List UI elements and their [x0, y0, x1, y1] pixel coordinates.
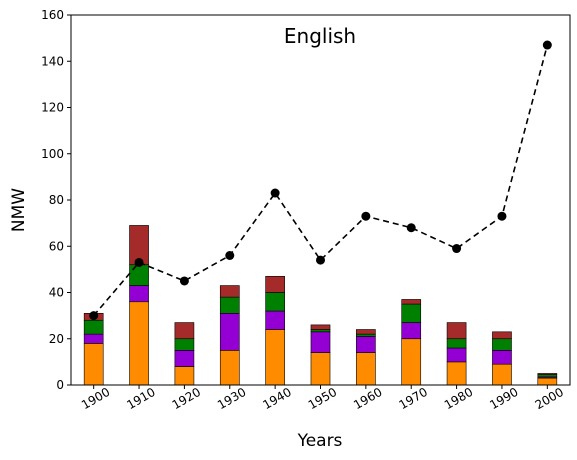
x-tick-label-1940: 1940	[260, 385, 293, 412]
y-tick-label-120: 120	[41, 101, 64, 115]
x-tick-label-1960: 1960	[351, 385, 384, 412]
bar-segment-1980-2	[446, 347, 467, 363]
bar-segment-2000-1	[537, 377, 558, 386]
bar-segment-2000-4	[537, 373, 558, 375]
bar-segment-2000-3	[537, 374, 558, 378]
bar-segment-1950-1	[310, 352, 331, 386]
bar-segment-1980-1	[446, 361, 467, 386]
bar-segment-1990-3	[492, 338, 512, 351]
bar-segment-1920-3	[174, 338, 195, 351]
y-tick-label-160: 160	[41, 8, 64, 22]
bar-segment-1990-1	[492, 363, 512, 386]
bar-segment-1970-2	[401, 322, 422, 340]
x-tick-label-1950: 1950	[306, 385, 339, 412]
line-point-1900	[89, 311, 99, 321]
y-axis: 0 20 40 60 80 100 120 140 160	[41, 8, 71, 392]
y-axis-title: NMW	[9, 188, 29, 232]
line-point-1960	[361, 211, 371, 221]
plot-area	[71, 15, 570, 385]
y-tick-label-100: 100	[41, 147, 64, 161]
x-tick-label-1930: 1930	[215, 385, 248, 412]
bar-segment-1990-4	[492, 331, 512, 340]
y-tick-label-140: 140	[41, 54, 64, 68]
line-point-1990	[497, 211, 507, 221]
x-tick-label-2000: 2000	[533, 385, 566, 412]
y-tick-label-40: 40	[49, 286, 64, 300]
line-point-1930	[225, 251, 235, 260]
bar-segment-1910-3	[129, 264, 149, 286]
x-tick-label-1970: 1970	[397, 385, 430, 412]
bar-segment-1910-1	[129, 301, 149, 386]
bar-segment-1970-3	[401, 303, 422, 323]
bar-segment-1960-2	[356, 336, 376, 353]
bar-segment-1950-2	[310, 331, 331, 353]
line-point-1950	[316, 255, 325, 265]
bar-segment-1930-3	[219, 296, 240, 314]
bar-segment-1900-3	[83, 319, 104, 335]
bar-segment-1930-2	[219, 313, 240, 351]
y-tick-label-20: 20	[49, 332, 64, 346]
bar-segment-1960-4	[356, 329, 376, 335]
line-point-1940	[270, 188, 280, 198]
bar-segment-1940-4	[265, 276, 285, 293]
bar-segment-1940-2	[265, 310, 285, 330]
bar-segment-1960-3	[356, 333, 376, 337]
bar-segment-1970-1	[401, 338, 422, 386]
bar-segment-1900-2	[83, 333, 104, 344]
bar-segment-1920-2	[174, 350, 195, 367]
x-tick-label-1980: 1980	[442, 385, 475, 412]
bar-segment-1960-1	[356, 352, 376, 386]
x-tick-label-1900: 1900	[79, 385, 112, 412]
bar-segment-1980-3	[446, 338, 467, 349]
chart-title: English	[284, 24, 356, 48]
x-tick-label-1910: 1910	[124, 385, 157, 412]
bar-segment-1950-3	[310, 329, 331, 333]
bar-segment-1940-1	[265, 329, 285, 386]
bar-segment-1920-1	[174, 366, 195, 386]
bar-segment-1930-1	[219, 350, 240, 386]
line-series	[93, 44, 549, 317]
line-point-2000	[542, 40, 552, 50]
line-point-1920	[179, 276, 189, 286]
bar-segment-1970-4	[401, 299, 422, 305]
line-point-1910	[134, 257, 144, 267]
line-layer	[89, 40, 552, 321]
y-tick-label-60: 60	[49, 239, 64, 253]
bars-layer	[83, 225, 558, 386]
bar-segment-1920-4	[174, 322, 195, 340]
bar-segment-1940-3	[265, 292, 285, 312]
x-axis: 1900 1910 1920 1930 1940 1950 1960 1970 1980 1990…	[79, 385, 566, 412]
bar-segment-1950-4	[310, 324, 331, 330]
bar-segment-1980-4	[446, 322, 467, 340]
bar-segment-1930-4	[219, 285, 240, 298]
y-tick-label-80: 80	[49, 193, 64, 207]
bar-segment-1910-2	[129, 285, 149, 303]
bar-segment-1990-2	[492, 350, 512, 365]
bar-segment-1900-1	[83, 343, 104, 386]
x-tick-label-1920: 1920	[170, 385, 203, 412]
x-tick-label-1990: 1990	[487, 385, 520, 412]
x-axis-title: Years	[297, 431, 343, 451]
y-tick-label-0: 0	[56, 378, 64, 392]
line-point-1970	[406, 223, 416, 233]
line-point-1980	[452, 244, 462, 254]
